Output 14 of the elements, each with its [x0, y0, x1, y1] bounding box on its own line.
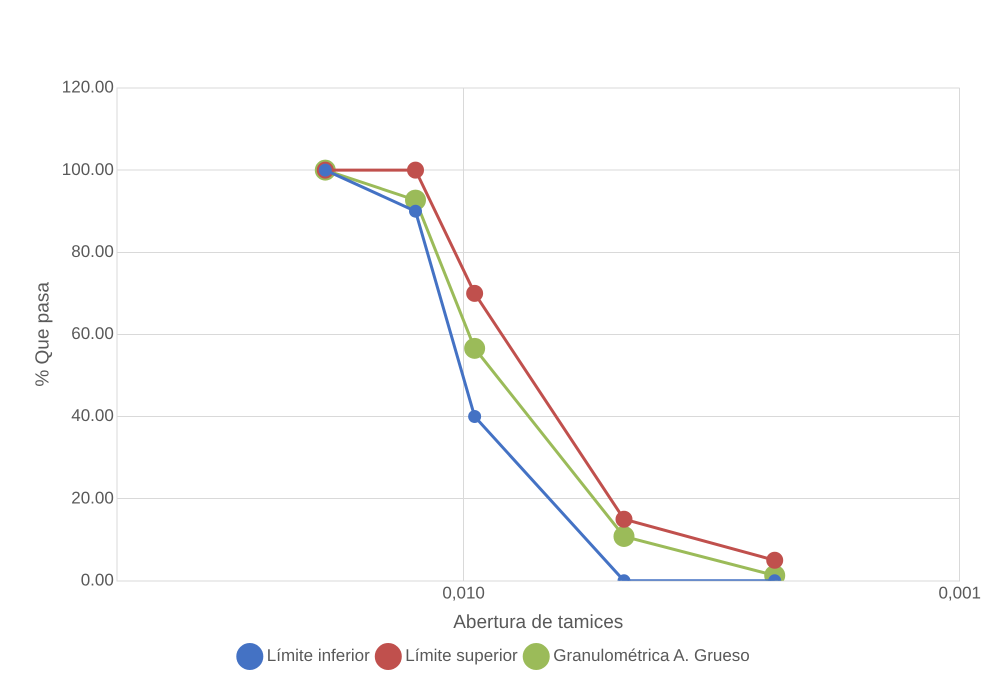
- y-axis-title: % Que pasa: [32, 282, 54, 387]
- y-tick-label: 60.00: [71, 324, 114, 344]
- legend-label: Granulométrica A. Grueso: [553, 646, 750, 666]
- x-tick-label: 0,001: [938, 584, 982, 603]
- y-tick-label: 100.00: [62, 160, 114, 179]
- y-tick-label: 40.00: [71, 406, 114, 426]
- legend-label: Límite superior: [405, 646, 518, 666]
- y-tick-label: 80.00: [71, 242, 114, 261]
- y-tick-label: 20.00: [71, 488, 114, 508]
- legend-label: Límite inferior: [266, 646, 370, 666]
- x-tick-label: 0,010: [442, 584, 485, 603]
- y-tick-label: 0.00: [80, 570, 114, 590]
- x-axis-title: Abertura de tamices: [453, 612, 624, 633]
- y-tick-label: 120.00: [62, 78, 114, 97]
